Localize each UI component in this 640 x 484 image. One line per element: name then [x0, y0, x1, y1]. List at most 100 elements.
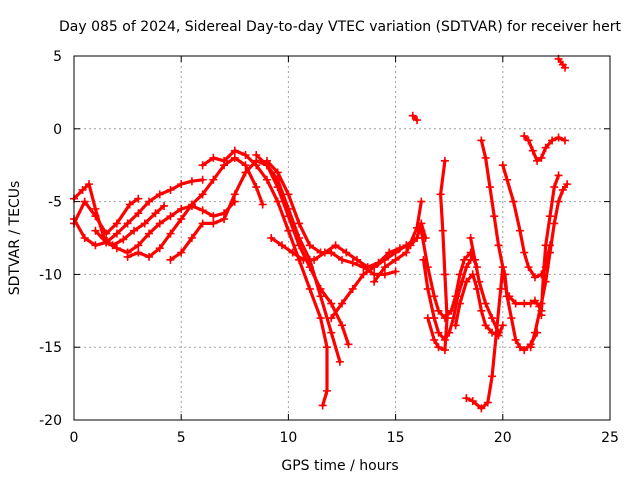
data-point-marker: [380, 270, 389, 279]
series-line: [72, 182, 166, 247]
data-point-marker: [438, 226, 447, 235]
data-point-marker: [220, 215, 229, 224]
data-point-marker: [316, 284, 325, 293]
data-point-marker: [241, 151, 250, 160]
data-point-marker: [554, 171, 563, 180]
data-point-marker: [318, 401, 327, 410]
data-point-marker: [327, 328, 336, 337]
chart-title: Day 085 of 2024, Sidereal Day-to-day VTE…: [59, 19, 621, 35]
y-tick-label: 5: [53, 49, 62, 65]
data-point-marker: [530, 328, 539, 337]
data-point-marker: [563, 180, 572, 189]
data-point-marker: [155, 190, 164, 199]
x-tick-label: 5: [177, 430, 186, 446]
data-point-marker: [187, 177, 196, 186]
data-point-marker: [112, 229, 121, 238]
data-point-marker: [295, 241, 304, 250]
data-point-marker: [91, 204, 100, 213]
data-point-marker: [434, 343, 443, 352]
data-point-marker: [338, 299, 346, 308]
data-point-marker: [145, 229, 154, 238]
data-point-marker: [481, 321, 490, 330]
data-series-group: [554, 54, 569, 72]
data-point-marker: [462, 263, 471, 272]
data-point-marker: [198, 219, 207, 228]
data-point-marker: [177, 215, 186, 224]
series-line: [201, 149, 329, 407]
data-series-group: [123, 153, 267, 261]
data-point-marker: [359, 270, 368, 279]
data-point-marker: [413, 223, 422, 232]
y-tick-label: 0: [53, 122, 62, 138]
data-point-marker: [408, 111, 417, 120]
data-point-marker: [462, 277, 471, 286]
data-point-marker: [560, 63, 569, 72]
data-point-marker: [413, 234, 422, 242]
data-point-marker: [417, 197, 426, 206]
data-point-marker: [436, 190, 445, 199]
data-point-marker: [322, 343, 331, 352]
data-point-marker: [507, 314, 516, 323]
data-point-marker: [112, 244, 121, 253]
grid: [74, 56, 610, 420]
data-point-marker: [515, 226, 524, 235]
data-point-marker: [468, 270, 477, 279]
data-point-marker: [530, 296, 539, 305]
data-point-marker: [430, 292, 439, 301]
data-series-group: [462, 263, 512, 413]
data-point-marker: [241, 168, 250, 177]
data-point-marker: [155, 219, 164, 228]
data-point-marker: [258, 200, 267, 209]
data-point-marker: [252, 183, 261, 192]
data-series-group: [370, 197, 426, 286]
series-line: [556, 57, 567, 70]
data-point-marker: [344, 340, 353, 349]
data-point-marker: [220, 156, 229, 165]
data-point-marker: [284, 212, 293, 221]
data-point-marker: [78, 185, 87, 194]
data-point-marker: [462, 394, 471, 403]
data-point-marker: [112, 219, 121, 228]
data-point-marker: [520, 248, 529, 257]
data-point-marker: [284, 190, 293, 199]
data-point-marker: [554, 197, 563, 206]
data-point-marker: [417, 226, 426, 235]
data-point-marker: [470, 255, 479, 264]
data-point-marker: [295, 219, 304, 228]
data-point-marker: [455, 299, 464, 308]
data-point-marker: [91, 226, 100, 235]
data-point-marker: [505, 292, 514, 301]
data-point-marker: [524, 263, 533, 272]
data-point-marker: [310, 255, 319, 264]
series-line: [254, 153, 350, 346]
data-point-marker: [134, 248, 143, 257]
data-point-marker: [134, 209, 143, 218]
data-point-marker: [498, 263, 507, 272]
data-point-marker: [80, 234, 89, 242]
y-tick-label: -15: [39, 340, 62, 356]
data-point-marker: [483, 398, 492, 407]
data-point-marker: [477, 136, 486, 145]
data-point-marker: [80, 197, 89, 206]
data-point-marker: [434, 328, 443, 337]
data-point-marker: [524, 136, 533, 145]
data-point-marker: [488, 372, 497, 381]
data-point-marker: [498, 161, 507, 170]
data-point-marker: [338, 321, 346, 330]
data-point-marker: [526, 299, 535, 308]
data-point-marker: [554, 133, 563, 142]
data-point-marker: [198, 161, 207, 170]
y-axis-label: SDTVAR / TECUs: [7, 181, 23, 296]
data-point-marker: [209, 212, 218, 221]
data-series-group: [466, 234, 503, 337]
data-point-marker: [85, 180, 94, 189]
x-tick-label: 20: [494, 430, 512, 446]
data-series-group: [252, 151, 353, 349]
y-tick-label: -5: [48, 195, 62, 211]
data-series-group: [477, 136, 542, 355]
data-point-marker: [353, 255, 362, 264]
data-point-marker: [198, 175, 207, 184]
data-point-marker: [528, 146, 537, 155]
data-series-group: [327, 219, 430, 323]
data-point-marker: [526, 343, 535, 352]
